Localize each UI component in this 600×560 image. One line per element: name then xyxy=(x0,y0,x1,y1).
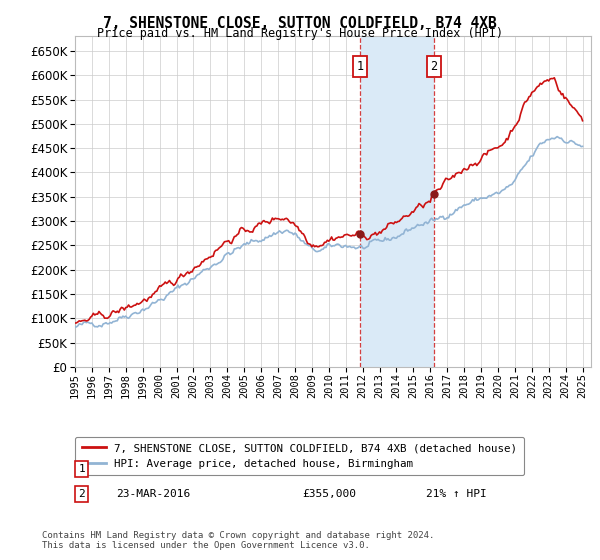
Text: £355,000: £355,000 xyxy=(302,489,356,499)
Text: 1: 1 xyxy=(79,464,85,474)
Text: 2: 2 xyxy=(430,60,437,73)
Text: 04-NOV-2011: 04-NOV-2011 xyxy=(116,464,191,474)
Text: 2: 2 xyxy=(79,489,85,499)
Text: Price paid vs. HM Land Registry's House Price Index (HPI): Price paid vs. HM Land Registry's House … xyxy=(97,27,503,40)
Text: 1: 1 xyxy=(356,60,364,73)
Legend: 7, SHENSTONE CLOSE, SUTTON COLDFIELD, B74 4XB (detached house), HPI: Average pri: 7, SHENSTONE CLOSE, SUTTON COLDFIELD, B7… xyxy=(75,437,524,475)
Text: Contains HM Land Registry data © Crown copyright and database right 2024.
This d: Contains HM Land Registry data © Crown c… xyxy=(42,530,434,550)
Text: 10% ↑ HPI: 10% ↑ HPI xyxy=(426,464,487,474)
Text: 23-MAR-2016: 23-MAR-2016 xyxy=(116,489,191,499)
Text: 7, SHENSTONE CLOSE, SUTTON COLDFIELD, B74 4XB: 7, SHENSTONE CLOSE, SUTTON COLDFIELD, B7… xyxy=(103,16,497,31)
Text: £272,500: £272,500 xyxy=(302,464,356,474)
Text: 21% ↑ HPI: 21% ↑ HPI xyxy=(426,489,487,499)
